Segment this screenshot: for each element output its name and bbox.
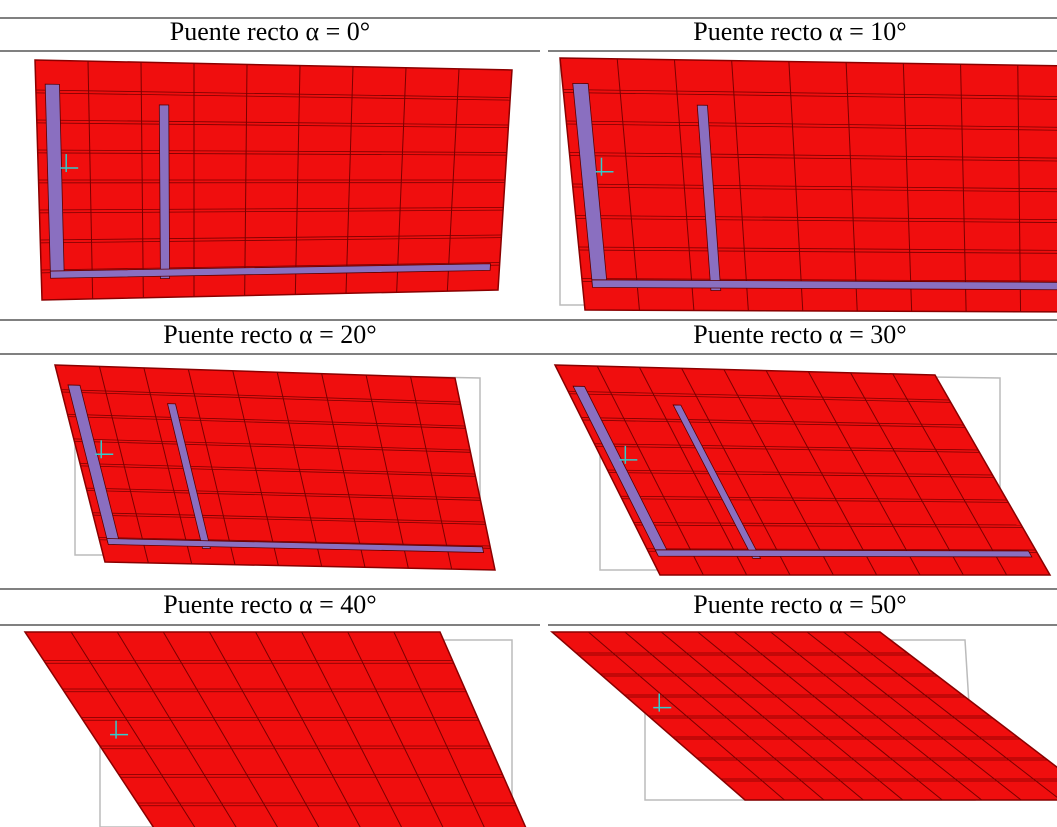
deck-line	[563, 89, 1057, 97]
deck-line	[35, 92, 511, 101]
caption: Puente recto α = 10°	[693, 17, 906, 46]
deck-line	[98, 536, 491, 547]
deck-line	[608, 472, 994, 478]
deck-line	[61, 389, 461, 403]
bridge-model	[23, 631, 527, 827]
deck-line	[39, 207, 504, 211]
bridge-model	[549, 631, 1057, 801]
deck	[23, 631, 527, 827]
deck-line	[595, 445, 980, 453]
deck-line	[37, 149, 507, 153]
deck-line	[569, 393, 951, 403]
deck-line	[73, 438, 471, 451]
deck-line	[569, 155, 1057, 162]
beam	[106, 538, 485, 553]
bridge-model	[34, 59, 513, 301]
deck-line	[566, 123, 1057, 131]
deck-line	[37, 152, 507, 156]
beam	[654, 549, 1033, 558]
beam	[167, 403, 211, 550]
deck-line	[575, 218, 1057, 223]
deck-line	[572, 186, 1057, 193]
caption: Puente recto α = 40°	[163, 590, 376, 619]
deck-line	[568, 390, 950, 401]
beam	[49, 263, 491, 279]
deck-line	[594, 443, 979, 451]
deck-line	[36, 122, 509, 129]
deck-line	[92, 512, 486, 523]
beam	[672, 404, 762, 559]
bridge-model	[553, 364, 1052, 576]
deck-line	[39, 209, 504, 214]
deck-line	[40, 237, 502, 244]
deck-line	[68, 416, 466, 429]
caption: Puente recto α = 50°	[693, 590, 906, 619]
deck-line	[80, 465, 476, 477]
deck-line	[581, 278, 1057, 282]
deck-line	[620, 495, 1007, 501]
deck-line	[575, 215, 1057, 220]
deck-line	[35, 89, 511, 98]
deck-line	[566, 120, 1057, 128]
deck-line	[67, 413, 466, 427]
deck-line	[582, 419, 966, 428]
deck-line	[86, 487, 481, 499]
caption: Puente recto α = 30°	[693, 320, 906, 349]
bridge-model	[559, 57, 1057, 313]
deck-line	[635, 524, 1023, 528]
beam	[696, 104, 722, 291]
beam	[591, 279, 1057, 291]
beam	[158, 104, 170, 280]
caption: Puente recto α = 20°	[163, 320, 376, 349]
deck-line	[74, 440, 471, 453]
deck-line	[572, 183, 1057, 190]
deck-line	[86, 490, 481, 501]
deck-line	[569, 152, 1057, 159]
deck-line	[646, 548, 1036, 551]
deck-line	[633, 522, 1022, 526]
deck-line	[581, 417, 964, 426]
deck-line	[40, 234, 502, 241]
deck-line	[621, 498, 1009, 503]
deck-line	[79, 463, 476, 475]
deck-line	[41, 262, 500, 271]
deck-line	[93, 514, 486, 525]
caption: Puente recto α = 0°	[170, 17, 370, 46]
deck-line	[578, 246, 1057, 251]
bridge-model	[54, 364, 496, 571]
deck-line	[607, 469, 993, 476]
deck-line	[579, 249, 1057, 254]
deck-line	[36, 119, 509, 126]
deck-line	[61, 391, 461, 405]
deck-line	[563, 92, 1057, 100]
